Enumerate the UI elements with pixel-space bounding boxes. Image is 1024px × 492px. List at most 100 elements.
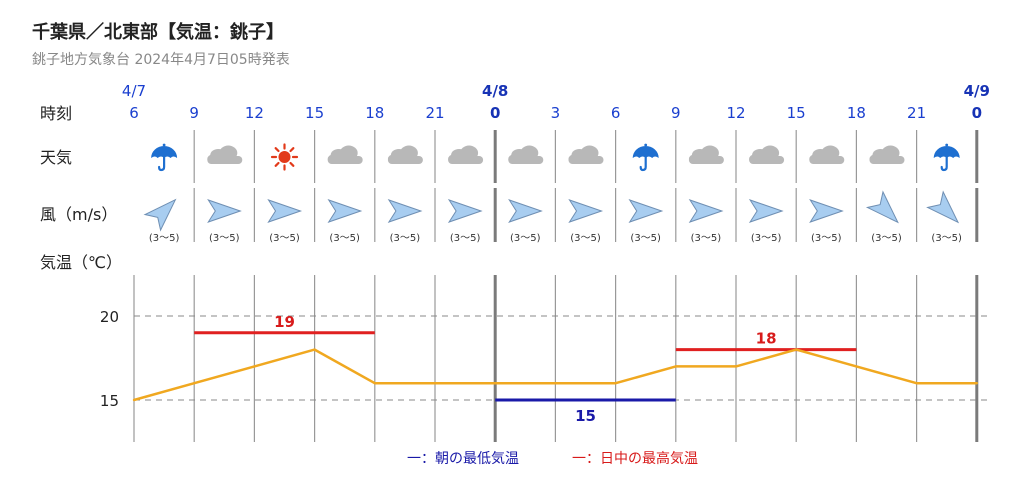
wind-speed-label: (3〜5) xyxy=(269,233,300,244)
wind-arrow-icon xyxy=(809,199,844,223)
temp-row-label: 気温（℃） xyxy=(40,253,122,272)
cloud-puff xyxy=(688,154,699,164)
cloudy-icon xyxy=(749,145,785,164)
hour-label: 15 xyxy=(787,104,806,122)
date-label: 4/9 xyxy=(964,82,990,100)
wind-speed-label: (3〜5) xyxy=(390,233,421,244)
arrow-shape xyxy=(926,190,960,224)
time-row-label: 時刻 xyxy=(40,104,72,123)
legend-max-label: 一：日中の最高気温 xyxy=(572,450,698,467)
cloudy-icon xyxy=(688,145,724,164)
hour-label: 21 xyxy=(425,104,444,122)
hour-label: 21 xyxy=(907,104,926,122)
rain-icon xyxy=(933,143,960,172)
temperature-point xyxy=(494,382,497,385)
umbrella-tip xyxy=(162,143,166,147)
y-tick-label: 15 xyxy=(100,392,119,410)
wind-speed-label: (3〜5) xyxy=(751,233,782,244)
wind-speed-label: (3〜5) xyxy=(630,233,661,244)
temperature-point xyxy=(915,382,918,385)
hour-label: 9 xyxy=(671,104,681,122)
cloud-puff xyxy=(869,154,880,164)
arrow-shape xyxy=(865,190,899,224)
sun-ray xyxy=(274,161,280,167)
wind-arrow-icon xyxy=(568,199,604,223)
arrow-shape xyxy=(327,199,363,223)
wind-arrow-icon xyxy=(865,190,899,224)
date-label: 4/7 xyxy=(122,82,146,100)
umbrella-canopy xyxy=(632,146,659,158)
legend-min-label: 一：朝の最低気温 xyxy=(407,451,519,467)
arrow-shape xyxy=(748,199,784,223)
wind-arrow-icon xyxy=(508,199,543,223)
arrow-shape xyxy=(809,199,844,223)
cloud-puff xyxy=(508,154,519,164)
sunny-icon xyxy=(270,143,299,171)
wind-speed-label: (3〜5) xyxy=(811,233,842,244)
weather-row-label: 天気 xyxy=(40,148,72,167)
temperature-point xyxy=(313,348,316,351)
wind-arrow-icon xyxy=(207,199,242,223)
daily-min-label: 15 xyxy=(575,407,596,425)
wind-arrow-icon xyxy=(143,198,177,232)
wind-speed-label: (3〜5) xyxy=(450,233,481,244)
date-label: 4/8 xyxy=(482,82,508,100)
hour-label: 6 xyxy=(611,104,621,122)
sun-ray xyxy=(289,147,295,153)
wind-speed-label: (3〜5) xyxy=(329,233,360,244)
wind-arrow-icon xyxy=(926,190,960,224)
temperature-point xyxy=(253,365,256,368)
cloudy-icon xyxy=(809,145,845,164)
hour-label: 18 xyxy=(365,104,384,122)
arrow-shape xyxy=(387,199,423,223)
hour-label: 18 xyxy=(847,104,866,122)
arrow-shape xyxy=(688,199,724,223)
y-tick-label: 20 xyxy=(100,308,119,326)
cloudy-icon xyxy=(508,145,544,164)
sun-core xyxy=(278,151,291,163)
cloud-puff xyxy=(809,154,820,164)
wind-speed-label: (3〜5) xyxy=(871,233,902,244)
hour-label: 0 xyxy=(972,104,982,122)
cloudy-icon xyxy=(568,145,604,164)
hour-label: 6 xyxy=(129,104,139,122)
daily-max-label: 18 xyxy=(756,330,777,348)
wind-speed-label: (3〜5) xyxy=(691,233,722,244)
arrow-shape xyxy=(267,199,303,223)
cloud-puff xyxy=(327,154,338,164)
cloudy-icon xyxy=(448,145,484,164)
hour-label: 9 xyxy=(189,104,199,122)
temperature-point xyxy=(734,365,738,368)
wind-arrow-icon xyxy=(267,199,303,223)
arrow-shape xyxy=(508,199,543,223)
umbrella-tip xyxy=(644,143,648,147)
hour-labels: 6 9 12 15 18 21 0 3 6 9 12 15 18 21 0 xyxy=(129,104,982,122)
wind-arrow-icon xyxy=(628,199,664,223)
cloudy-icon xyxy=(869,145,905,164)
cloudy-icon xyxy=(207,145,243,164)
weather-icons xyxy=(151,143,960,172)
hour-label: 3 xyxy=(551,104,561,122)
wind-speed-label: (3〜5) xyxy=(209,233,240,244)
date-labels: 4/7 4/8 4/9 xyxy=(122,82,990,100)
arrow-shape xyxy=(447,199,483,223)
wind-arrow-icon xyxy=(327,199,363,223)
umbrella-canopy xyxy=(151,146,178,158)
umbrella-canopy xyxy=(933,146,960,158)
temperature-point xyxy=(614,382,617,385)
daily-max-label: 19 xyxy=(274,313,295,331)
umbrella-handle xyxy=(940,155,948,172)
legend: 一：朝の最低気温 一：日中の最高気温 xyxy=(407,450,698,467)
umbrella-handle xyxy=(639,155,647,172)
rain-icon xyxy=(151,143,178,172)
temperature-point xyxy=(674,365,677,368)
arrow-shape xyxy=(628,199,664,223)
temperature-point xyxy=(373,382,376,385)
arrow-shape xyxy=(568,199,604,223)
wind-row-label: 風（m/s） xyxy=(40,205,117,224)
umbrella-tip xyxy=(945,143,949,147)
rain-icon xyxy=(632,143,659,172)
wind-arrow-icon xyxy=(447,199,483,223)
temperature-point xyxy=(855,365,858,368)
